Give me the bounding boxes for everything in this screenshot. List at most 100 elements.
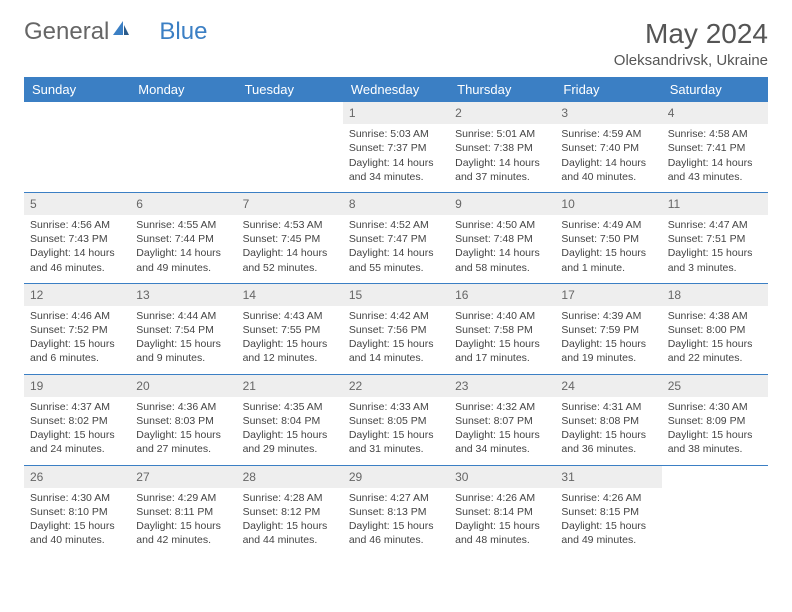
day-d2: and 17 minutes. [455, 351, 549, 365]
day-sunset: Sunset: 8:14 PM [455, 505, 549, 519]
calendar-day-cell: 9Sunrise: 4:50 AMSunset: 7:48 PMDaylight… [449, 192, 555, 283]
day-number: 12 [24, 284, 130, 306]
day-sunrise: Sunrise: 4:27 AM [349, 491, 443, 505]
day-sunset: Sunset: 8:12 PM [243, 505, 337, 519]
day-d2: and 34 minutes. [455, 442, 549, 456]
day-d1: Daylight: 15 hours [30, 519, 124, 533]
day-number: 19 [24, 375, 130, 397]
day-number: 5 [24, 193, 130, 215]
day-sunset: Sunset: 7:47 PM [349, 232, 443, 246]
day-sunrise: Sunrise: 4:33 AM [349, 400, 443, 414]
day-sunset: Sunset: 7:51 PM [668, 232, 762, 246]
calendar-day-cell: 1Sunrise: 5:03 AMSunset: 7:37 PMDaylight… [343, 102, 449, 192]
day-sunrise: Sunrise: 4:42 AM [349, 309, 443, 323]
day-d1: Daylight: 15 hours [561, 428, 655, 442]
day-number: 20 [130, 375, 236, 397]
day-content: Sunrise: 4:50 AMSunset: 7:48 PMDaylight:… [449, 215, 555, 283]
day-sunset: Sunset: 7:54 PM [136, 323, 230, 337]
calendar-day-cell: 20Sunrise: 4:36 AMSunset: 8:03 PMDayligh… [130, 374, 236, 465]
dayname-header: Monday [130, 77, 236, 102]
sail-icon [111, 18, 131, 46]
day-content: Sunrise: 4:55 AMSunset: 7:44 PMDaylight:… [130, 215, 236, 283]
day-d1: Daylight: 14 hours [455, 156, 549, 170]
day-sunset: Sunset: 7:45 PM [243, 232, 337, 246]
day-sunset: Sunset: 8:02 PM [30, 414, 124, 428]
logo-text-general: General [24, 18, 109, 46]
day-number: 1 [343, 102, 449, 124]
day-content: Sunrise: 4:26 AMSunset: 8:15 PMDaylight:… [555, 488, 661, 556]
day-d1: Daylight: 14 hours [243, 246, 337, 260]
day-content: Sunrise: 4:29 AMSunset: 8:11 PMDaylight:… [130, 488, 236, 556]
day-sunrise: Sunrise: 4:36 AM [136, 400, 230, 414]
day-sunset: Sunset: 8:15 PM [561, 505, 655, 519]
day-content: Sunrise: 4:26 AMSunset: 8:14 PMDaylight:… [449, 488, 555, 556]
day-d2: and 55 minutes. [349, 261, 443, 275]
calendar-day-cell: 4Sunrise: 4:58 AMSunset: 7:41 PMDaylight… [662, 102, 768, 192]
day-d1: Daylight: 15 hours [668, 337, 762, 351]
day-d1: Daylight: 15 hours [30, 428, 124, 442]
day-d1: Daylight: 15 hours [561, 337, 655, 351]
day-number: 22 [343, 375, 449, 397]
day-d1: Daylight: 15 hours [243, 519, 337, 533]
day-content: Sunrise: 4:30 AMSunset: 8:10 PMDaylight:… [24, 488, 130, 556]
day-content: Sunrise: 4:31 AMSunset: 8:08 PMDaylight:… [555, 397, 661, 465]
day-content: Sunrise: 4:28 AMSunset: 8:12 PMDaylight:… [237, 488, 343, 556]
calendar-day-cell: 14Sunrise: 4:43 AMSunset: 7:55 PMDayligh… [237, 283, 343, 374]
day-d2: and 27 minutes. [136, 442, 230, 456]
calendar-day-cell: 25Sunrise: 4:30 AMSunset: 8:09 PMDayligh… [662, 374, 768, 465]
day-content: Sunrise: 4:43 AMSunset: 7:55 PMDaylight:… [237, 306, 343, 374]
calendar-day-cell: 28Sunrise: 4:28 AMSunset: 8:12 PMDayligh… [237, 465, 343, 555]
day-sunset: Sunset: 7:37 PM [349, 141, 443, 155]
day-d2: and 19 minutes. [561, 351, 655, 365]
day-sunrise: Sunrise: 4:28 AM [243, 491, 337, 505]
day-d1: Daylight: 15 hours [136, 337, 230, 351]
day-sunrise: Sunrise: 4:44 AM [136, 309, 230, 323]
calendar-day-cell [24, 102, 130, 192]
day-number: 28 [237, 466, 343, 488]
day-content: Sunrise: 5:01 AMSunset: 7:38 PMDaylight:… [449, 124, 555, 192]
day-d2: and 43 minutes. [668, 170, 762, 184]
calendar-week: 12Sunrise: 4:46 AMSunset: 7:52 PMDayligh… [24, 283, 768, 374]
day-d2: and 37 minutes. [455, 170, 549, 184]
day-sunset: Sunset: 7:59 PM [561, 323, 655, 337]
calendar-week: 5Sunrise: 4:56 AMSunset: 7:43 PMDaylight… [24, 192, 768, 283]
day-d2: and 12 minutes. [243, 351, 337, 365]
day-d1: Daylight: 15 hours [243, 337, 337, 351]
day-number: 13 [130, 284, 236, 306]
logo: General Blue [24, 18, 207, 46]
day-d1: Daylight: 15 hours [136, 519, 230, 533]
day-sunset: Sunset: 7:58 PM [455, 323, 549, 337]
month-title: May 2024 [614, 18, 768, 50]
calendar-day-cell: 12Sunrise: 4:46 AMSunset: 7:52 PMDayligh… [24, 283, 130, 374]
day-d1: Daylight: 15 hours [561, 246, 655, 260]
day-content: Sunrise: 4:36 AMSunset: 8:03 PMDaylight:… [130, 397, 236, 465]
calendar-day-cell: 21Sunrise: 4:35 AMSunset: 8:04 PMDayligh… [237, 374, 343, 465]
day-content: Sunrise: 4:49 AMSunset: 7:50 PMDaylight:… [555, 215, 661, 283]
dayname-header: Friday [555, 77, 661, 102]
day-content: Sunrise: 4:56 AMSunset: 7:43 PMDaylight:… [24, 215, 130, 283]
day-sunset: Sunset: 8:13 PM [349, 505, 443, 519]
day-d1: Daylight: 15 hours [243, 428, 337, 442]
day-sunrise: Sunrise: 4:26 AM [455, 491, 549, 505]
calendar-day-cell [237, 102, 343, 192]
day-sunrise: Sunrise: 4:29 AM [136, 491, 230, 505]
day-sunset: Sunset: 7:52 PM [30, 323, 124, 337]
day-number: 16 [449, 284, 555, 306]
day-content: Sunrise: 4:37 AMSunset: 8:02 PMDaylight:… [24, 397, 130, 465]
day-sunset: Sunset: 7:44 PM [136, 232, 230, 246]
calendar-day-cell: 19Sunrise: 4:37 AMSunset: 8:02 PMDayligh… [24, 374, 130, 465]
calendar-day-cell: 31Sunrise: 4:26 AMSunset: 8:15 PMDayligh… [555, 465, 661, 555]
calendar-day-cell: 24Sunrise: 4:31 AMSunset: 8:08 PMDayligh… [555, 374, 661, 465]
calendar-day-cell: 5Sunrise: 4:56 AMSunset: 7:43 PMDaylight… [24, 192, 130, 283]
day-sunset: Sunset: 8:09 PM [668, 414, 762, 428]
day-d2: and 52 minutes. [243, 261, 337, 275]
calendar-day-cell [130, 102, 236, 192]
day-d1: Daylight: 15 hours [668, 428, 762, 442]
day-d2: and 1 minute. [561, 261, 655, 275]
day-content: Sunrise: 4:59 AMSunset: 7:40 PMDaylight:… [555, 124, 661, 192]
day-number: 27 [130, 466, 236, 488]
day-d1: Daylight: 15 hours [30, 337, 124, 351]
day-d1: Daylight: 15 hours [561, 519, 655, 533]
day-sunset: Sunset: 7:55 PM [243, 323, 337, 337]
day-d2: and 31 minutes. [349, 442, 443, 456]
